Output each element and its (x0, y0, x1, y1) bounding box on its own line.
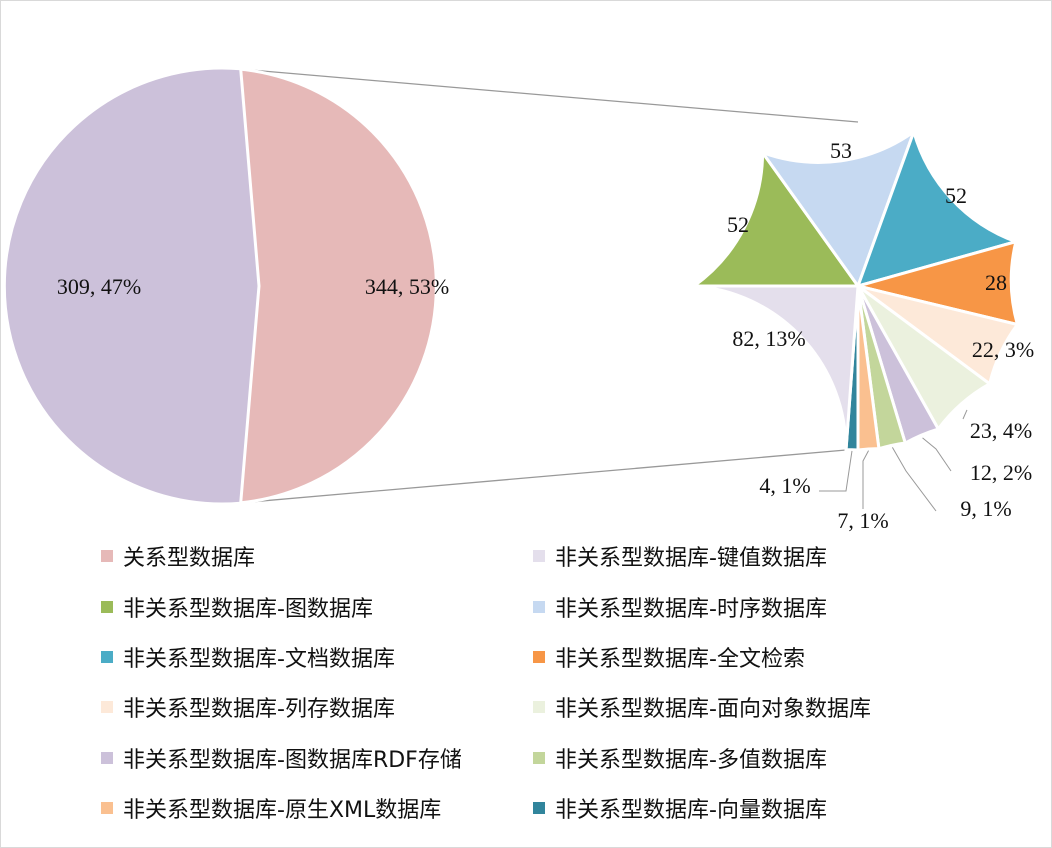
legend-label: 非关系型数据库-图数据库RDF存储 (123, 747, 462, 773)
main-slice-relational (235, 67, 438, 505)
secondary-slice-label: 52 (945, 183, 967, 208)
legend-swatch (533, 802, 545, 815)
legend-item: 非关系型数据库-面向对象数据库 (533, 682, 953, 732)
legend-label: 非关系型数据库-面向对象数据库 (555, 697, 871, 723)
legend-label: 非关系型数据库-时序数据库 (555, 596, 827, 622)
legend-item: 非关系型数据库-图数据库 (101, 581, 533, 631)
leader-line (922, 437, 952, 472)
secondary-slice-document (855, 126, 1021, 289)
leader-line (891, 447, 937, 512)
legend-label: 非关系型数据库-文档数据库 (123, 646, 395, 672)
secondary-slice-label: 12, 2% (970, 460, 1032, 485)
legend-swatch (101, 600, 113, 613)
secondary-slice-label: 82, 13% (732, 326, 805, 351)
main-slice-nonrelational (2, 66, 261, 506)
legend-item: 非关系型数据库-原生XML数据库 (101, 783, 533, 833)
legend-label: 非关系型数据库-键值数据库 (555, 546, 827, 572)
legend-swatch (533, 701, 545, 714)
secondary-slice-keyvalue (693, 284, 860, 450)
leader-line (962, 409, 968, 420)
legend-label: 非关系型数据库-向量数据库 (555, 798, 827, 824)
legend-item: 非关系型数据库-多值数据库 (533, 733, 953, 783)
secondary-slice-label: 52 (727, 212, 749, 237)
secondary-slice-label: 53 (830, 138, 852, 163)
secondary-slice-timeseries (758, 127, 917, 290)
legend-swatch (101, 650, 113, 663)
legend-swatch (533, 600, 545, 613)
legend-swatch (101, 550, 113, 563)
legend-item: 非关系型数据库-图数据库RDF存储 (101, 733, 533, 783)
leader-line (862, 450, 869, 509)
leader-line (819, 450, 853, 492)
legend-item: 非关系型数据库-列存数据库 (101, 682, 533, 732)
legend-item: 非关系型数据库-键值数据库 (533, 531, 953, 581)
legend-label: 非关系型数据库-多值数据库 (555, 747, 827, 773)
secondary-slice-label: 23, 4% (970, 418, 1032, 443)
secondary-slice-label: 7, 1% (837, 508, 888, 533)
legend-swatch (101, 701, 113, 714)
secondary-slice-label: 28 (985, 270, 1007, 295)
legend: 关系型数据库 非关系型数据库-键值数据库非关系型数据库-图数据库 非关系型数据库-时… (101, 531, 961, 833)
legend-label: 关系型数据库 (123, 546, 256, 572)
secondary-slice-graph (689, 147, 861, 288)
legend-label: 非关系型数据库-全文检索 (555, 646, 805, 672)
secondary-slice-label: 22, 3% (972, 337, 1034, 362)
legend-swatch (101, 802, 113, 815)
main-slice-label: 344, 53% (365, 274, 449, 299)
legend-swatch (101, 751, 113, 764)
legend-label: 非关系型数据库-列存数据库 (123, 697, 395, 723)
legend-swatch (533, 650, 545, 663)
secondary-slice-label: 4, 1% (759, 473, 810, 498)
connector-line-top (236, 68, 859, 123)
legend-label: 非关系型数据库-原生XML数据库 (123, 798, 442, 824)
legend-item: 非关系型数据库-文档数据库 (101, 632, 533, 682)
legend-item: 非关系型数据库-全文检索 (533, 632, 953, 682)
main-slice-label: 309, 47% (57, 274, 141, 299)
legend-item: 非关系型数据库-向量数据库 (533, 783, 953, 833)
legend-swatch (533, 550, 545, 563)
legend-label: 非关系型数据库-图数据库 (123, 596, 373, 622)
legend-item: 关系型数据库 (101, 531, 533, 581)
legend-item: 非关系型数据库-时序数据库 (533, 581, 953, 631)
legend-swatch (533, 751, 545, 764)
secondary-slice-label: 9, 1% (960, 496, 1011, 521)
connector-line-bottom (236, 449, 847, 504)
